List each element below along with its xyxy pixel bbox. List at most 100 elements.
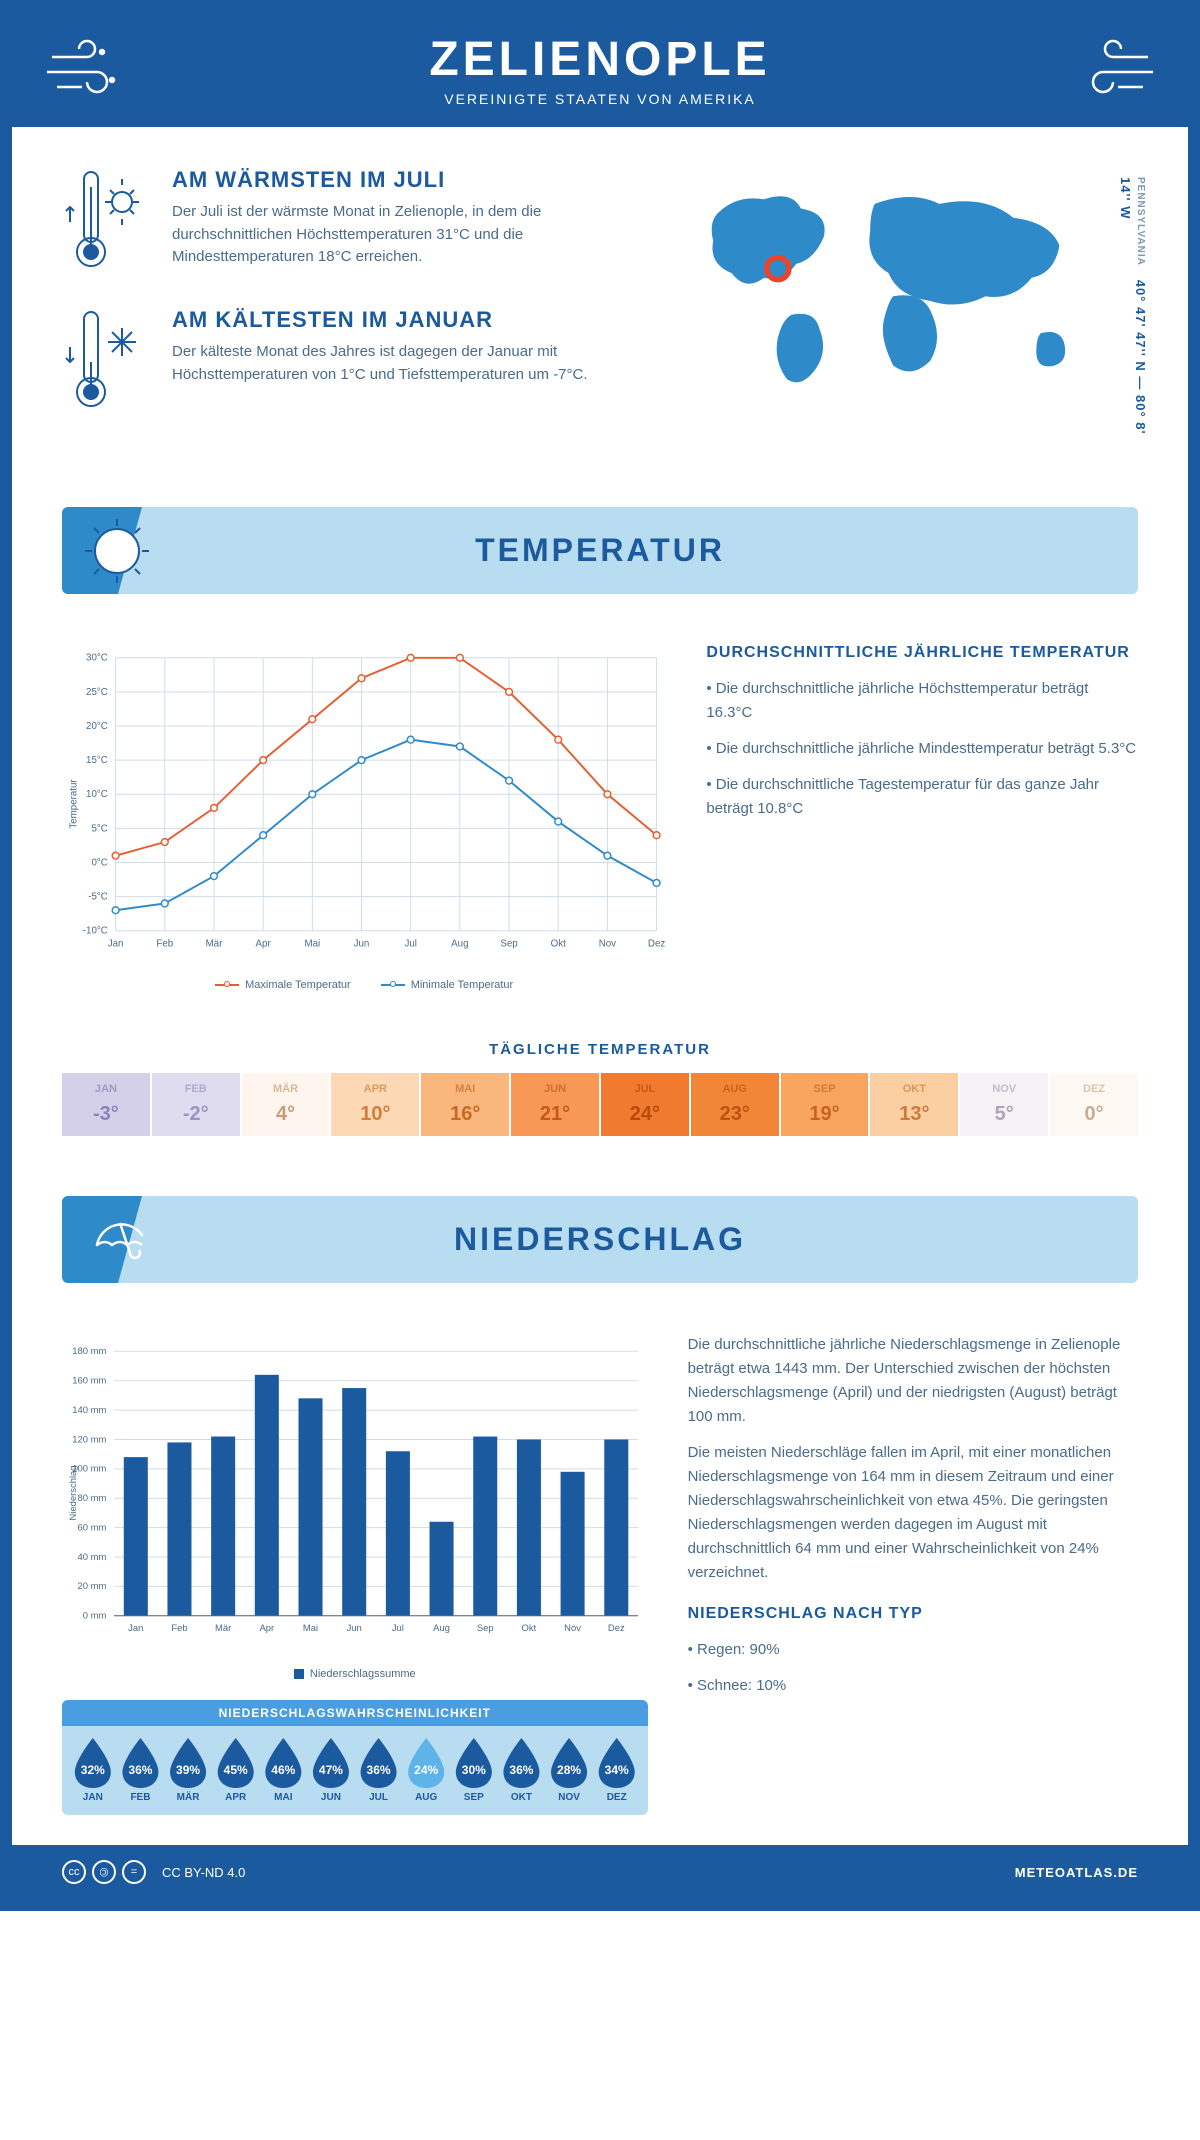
- svg-text:0 mm: 0 mm: [83, 1611, 107, 1622]
- header: ZELIENOPLE VEREINIGTE STAATEN VON AMERIK…: [12, 12, 1188, 127]
- svg-text:Okt: Okt: [522, 1623, 537, 1634]
- temp-line-chart: -10°C-5°C0°C5°C10°C15°C20°C25°C30°CJanFe…: [62, 644, 666, 991]
- lat-label: 40° 47' 47'' N: [1133, 280, 1148, 372]
- svg-text:Jan: Jan: [128, 1623, 143, 1634]
- precip-section-header: NIEDERSCHLAG: [62, 1196, 1138, 1283]
- svg-text:Dez: Dez: [608, 1623, 625, 1634]
- svg-text:Nov: Nov: [564, 1623, 581, 1634]
- svg-text:25°C: 25°C: [86, 687, 108, 698]
- svg-text:60 mm: 60 mm: [78, 1522, 107, 1533]
- svg-text:0°C: 0°C: [91, 857, 107, 868]
- prob-drop: 36%FEB: [118, 1738, 164, 1803]
- svg-text:20°C: 20°C: [86, 721, 108, 732]
- daily-temp-cell: FEB-2°: [152, 1073, 240, 1136]
- svg-text:Jun: Jun: [354, 938, 370, 949]
- svg-text:40 mm: 40 mm: [78, 1552, 107, 1563]
- svg-text:Jul: Jul: [392, 1623, 404, 1634]
- prob-drop: 24%AUG: [403, 1738, 449, 1803]
- daily-temp-table: JAN-3°FEB-2°MÄR4°APR10°MAI16°JUN21°JUL24…: [62, 1073, 1138, 1136]
- svg-text:30°C: 30°C: [86, 653, 108, 664]
- precip-probability-box: NIEDERSCHLAGSWAHRSCHEINLICHKEIT 32%JAN36…: [62, 1700, 648, 1815]
- svg-text:Apr: Apr: [259, 1623, 274, 1634]
- svg-text:5°C: 5°C: [91, 823, 107, 834]
- svg-text:Jun: Jun: [347, 1623, 362, 1634]
- daily-temp-cell: DEZ0°: [1050, 1073, 1138, 1136]
- svg-text:Okt: Okt: [551, 938, 566, 949]
- svg-text:Feb: Feb: [171, 1623, 187, 1634]
- svg-text:15°C: 15°C: [86, 755, 108, 766]
- precip-title: NIEDERSCHLAG: [87, 1221, 1113, 1258]
- wind-icon: [42, 32, 142, 102]
- svg-text:Mär: Mär: [215, 1623, 231, 1634]
- prob-drop: 32%JAN: [70, 1738, 116, 1803]
- fact-cold-text: Der kälteste Monat des Jahres ist dagege…: [172, 341, 627, 386]
- svg-text:120 mm: 120 mm: [72, 1434, 106, 1445]
- page-subtitle: VEREINIGTE STAATEN VON AMERIKA: [32, 91, 1168, 107]
- precip-p2: Die meisten Niederschläge fallen im Apri…: [688, 1441, 1138, 1585]
- prob-drop: 34%DEZ: [594, 1738, 640, 1803]
- svg-text:20 mm: 20 mm: [78, 1581, 107, 1592]
- intro-section: AM WÄRMSTEN IM JULI Der Juli ist der wär…: [12, 127, 1188, 487]
- svg-text:Niederschlag: Niederschlag: [68, 1465, 79, 1520]
- world-map-icon: [667, 167, 1138, 407]
- sun-icon: [82, 516, 152, 586]
- svg-text:160 mm: 160 mm: [72, 1376, 106, 1387]
- fact-warm-text: Der Juli ist der wärmste Monat in Zelien…: [172, 201, 627, 269]
- temp-section-header: TEMPERATUR: [62, 507, 1138, 594]
- fact-warm-title: AM WÄRMSTEN IM JULI: [172, 167, 627, 193]
- daily-temp-cell: AUG23°: [691, 1073, 779, 1136]
- prob-drop: 45%APR: [213, 1738, 259, 1803]
- daily-temp-cell: APR10°: [331, 1073, 419, 1136]
- svg-text:Mai: Mai: [304, 938, 320, 949]
- prob-drop: 47%JUN: [308, 1738, 354, 1803]
- temp-legend: Maximale Temperatur Minimale Temperatur: [62, 979, 666, 991]
- daily-temp-title: TÄGLICHE TEMPERATUR: [62, 1041, 1138, 1058]
- svg-text:10°C: 10°C: [86, 789, 108, 800]
- thermometer-hot-icon: [62, 167, 152, 277]
- svg-text:Sep: Sep: [500, 938, 517, 949]
- temp-summary-title: DURCHSCHNITTLICHE JÄHRLICHE TEMPERATUR: [706, 644, 1138, 662]
- prob-drop: 39%MÄR: [165, 1738, 211, 1803]
- precip-type-title: NIEDERSCHLAG NACH TYP: [688, 1605, 1138, 1623]
- svg-text:Temperatur: Temperatur: [69, 779, 80, 829]
- daily-temp-cell: JUN21°: [511, 1073, 599, 1136]
- license-label: CC BY-ND 4.0: [162, 1865, 245, 1880]
- daily-temp-cell: NOV5°: [960, 1073, 1048, 1136]
- svg-text:Nov: Nov: [599, 938, 616, 949]
- temp-title: TEMPERATUR: [87, 532, 1113, 569]
- wind-icon: [1058, 32, 1158, 102]
- svg-text:Apr: Apr: [256, 938, 272, 949]
- site-label: METEOATLAS.DE: [1015, 1865, 1138, 1880]
- prob-drop: 28%NOV: [546, 1738, 592, 1803]
- prob-drop: 36%OKT: [499, 1738, 545, 1803]
- svg-text:Mai: Mai: [303, 1623, 318, 1634]
- svg-text:-10°C: -10°C: [83, 926, 108, 937]
- page-title: ZELIENOPLE: [32, 32, 1168, 87]
- daily-temp-cell: JAN-3°: [62, 1073, 150, 1136]
- svg-text:-5°C: -5°C: [88, 892, 108, 903]
- fact-warm: AM WÄRMSTEN IM JULI Der Juli ist der wär…: [62, 167, 627, 277]
- svg-text:Aug: Aug: [451, 938, 468, 949]
- coordinates: PENNSYLVANIA 40° 47' 47'' N — 80° 8' 14'…: [1118, 177, 1148, 447]
- daily-temp-cell: OKT13°: [870, 1073, 958, 1136]
- svg-text:Jan: Jan: [108, 938, 124, 949]
- daily-temp-cell: JUL24°: [601, 1073, 689, 1136]
- svg-text:Mär: Mär: [206, 938, 224, 949]
- precip-type-list: Regen: 90%Schnee: 10%: [688, 1638, 1138, 1698]
- svg-text:Aug: Aug: [433, 1623, 450, 1634]
- cc-license: cc🄯= CC BY-ND 4.0: [62, 1860, 245, 1884]
- fact-cold: AM KÄLTESTEN IM JANUAR Der kälteste Mona…: [62, 307, 627, 417]
- svg-text:Dez: Dez: [648, 938, 665, 949]
- daily-temp-cell: SEP19°: [781, 1073, 869, 1136]
- prob-drop: 36%JUL: [356, 1738, 402, 1803]
- temp-summary-list: Die durchschnittliche jährliche Höchstte…: [706, 677, 1138, 821]
- footer: cc🄯= CC BY-ND 4.0 METEOATLAS.DE: [12, 1845, 1188, 1899]
- daily-temp-cell: MAI16°: [421, 1073, 509, 1136]
- precip-bar-chart: 0 mm20 mm40 mm60 mm80 mm100 mm120 mm140 …: [62, 1333, 648, 1680]
- prob-title: NIEDERSCHLAGSWAHRSCHEINLICHKEIT: [62, 1700, 648, 1726]
- fact-cold-title: AM KÄLTESTEN IM JANUAR: [172, 307, 627, 333]
- prob-drop: 30%SEP: [451, 1738, 497, 1803]
- region-label: PENNSYLVANIA: [1135, 177, 1146, 266]
- daily-temp-cell: MÄR4°: [242, 1073, 330, 1136]
- svg-text:Sep: Sep: [477, 1623, 494, 1634]
